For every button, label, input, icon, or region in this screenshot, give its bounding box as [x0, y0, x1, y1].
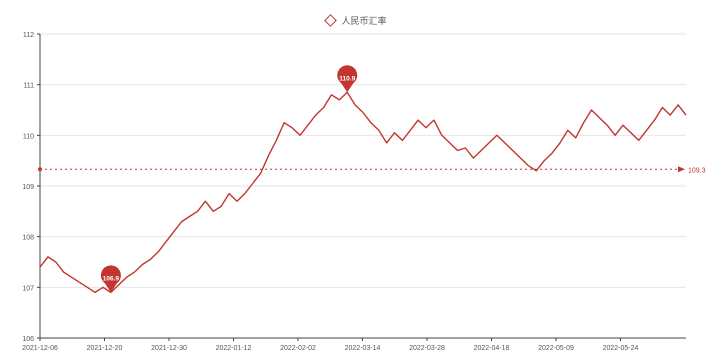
x-tick-label: 2022-04-18	[474, 345, 510, 352]
x-tick-label: 2022-01-12	[216, 345, 252, 352]
mark-point-label: 106.9	[103, 275, 120, 282]
y-tick-label: 108	[22, 235, 34, 242]
mark-line-label: 109.3	[688, 167, 706, 174]
legend-label: 人民币汇率	[341, 16, 387, 26]
series-line	[39, 91, 687, 294]
x-tick-label: 2022-02-02	[280, 345, 316, 352]
y-tick-label: 107	[22, 285, 34, 292]
legend-diamond-icon	[324, 14, 338, 27]
mark-point-label: 110.9	[339, 75, 355, 82]
x-tick-label: 2021-12-20	[87, 345, 123, 352]
mark-point-pin	[337, 65, 358, 93]
y-tick-label: 112	[23, 32, 34, 39]
y-tick-label: 106	[22, 336, 34, 343]
x-tick-label: 2022-05-24	[603, 345, 639, 352]
x-tick-label: 2022-03-14	[345, 345, 381, 352]
mark-point: 110.9	[337, 65, 358, 93]
mark-line-start-dot	[38, 167, 42, 172]
y-tick-label: 110	[23, 133, 34, 140]
x-tick-label: 2021-12-30	[151, 345, 187, 352]
x-tick-label: 2022-03-28	[409, 345, 445, 352]
mark-point: 106.9	[100, 265, 121, 293]
y-tick-label: 111	[23, 83, 34, 90]
chart-legend[interactable]: 人民币汇率	[0, 14, 713, 27]
x-tick-label: 2022-05-09	[538, 345, 574, 352]
x-tick-label: 2021-12-06	[22, 345, 58, 352]
y-tick-label: 109	[22, 184, 34, 191]
mark-point-pin	[100, 265, 121, 293]
mark-line-arrow	[678, 166, 685, 173]
